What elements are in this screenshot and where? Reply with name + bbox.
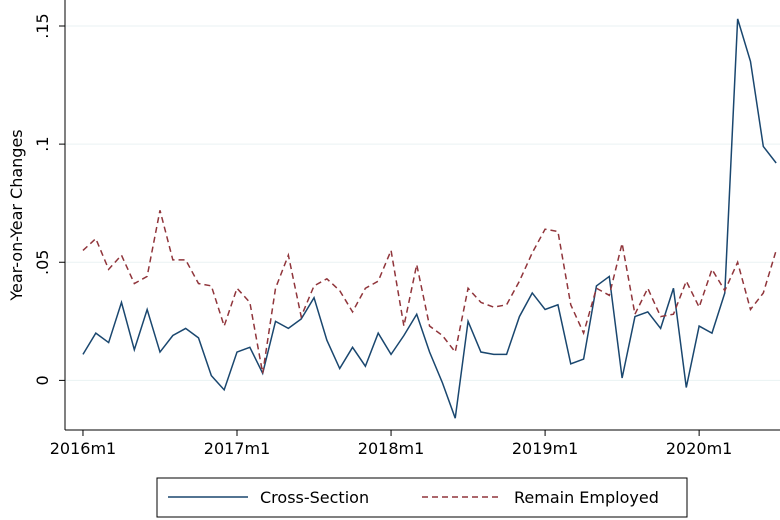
legend-label: Remain Employed [514,488,659,507]
x-tick-label: 2017m1 [204,439,270,458]
y-tick-label: .15 [33,13,52,38]
y-axis-label: Year-on-Year Changes [7,129,26,301]
y-tick-label: .05 [33,250,52,275]
series-line [82,18,777,419]
x-tick-label: 2018m1 [358,439,424,458]
y-tick-label: .1 [33,136,52,151]
x-tick-label: 2019m1 [512,439,578,458]
x-tick-label: 2020m1 [666,439,732,458]
series-line [82,210,777,374]
y-tick-label: 0 [33,375,52,385]
legend-label: Cross-Section [260,488,369,507]
x-tick-label: 2016m1 [50,439,116,458]
